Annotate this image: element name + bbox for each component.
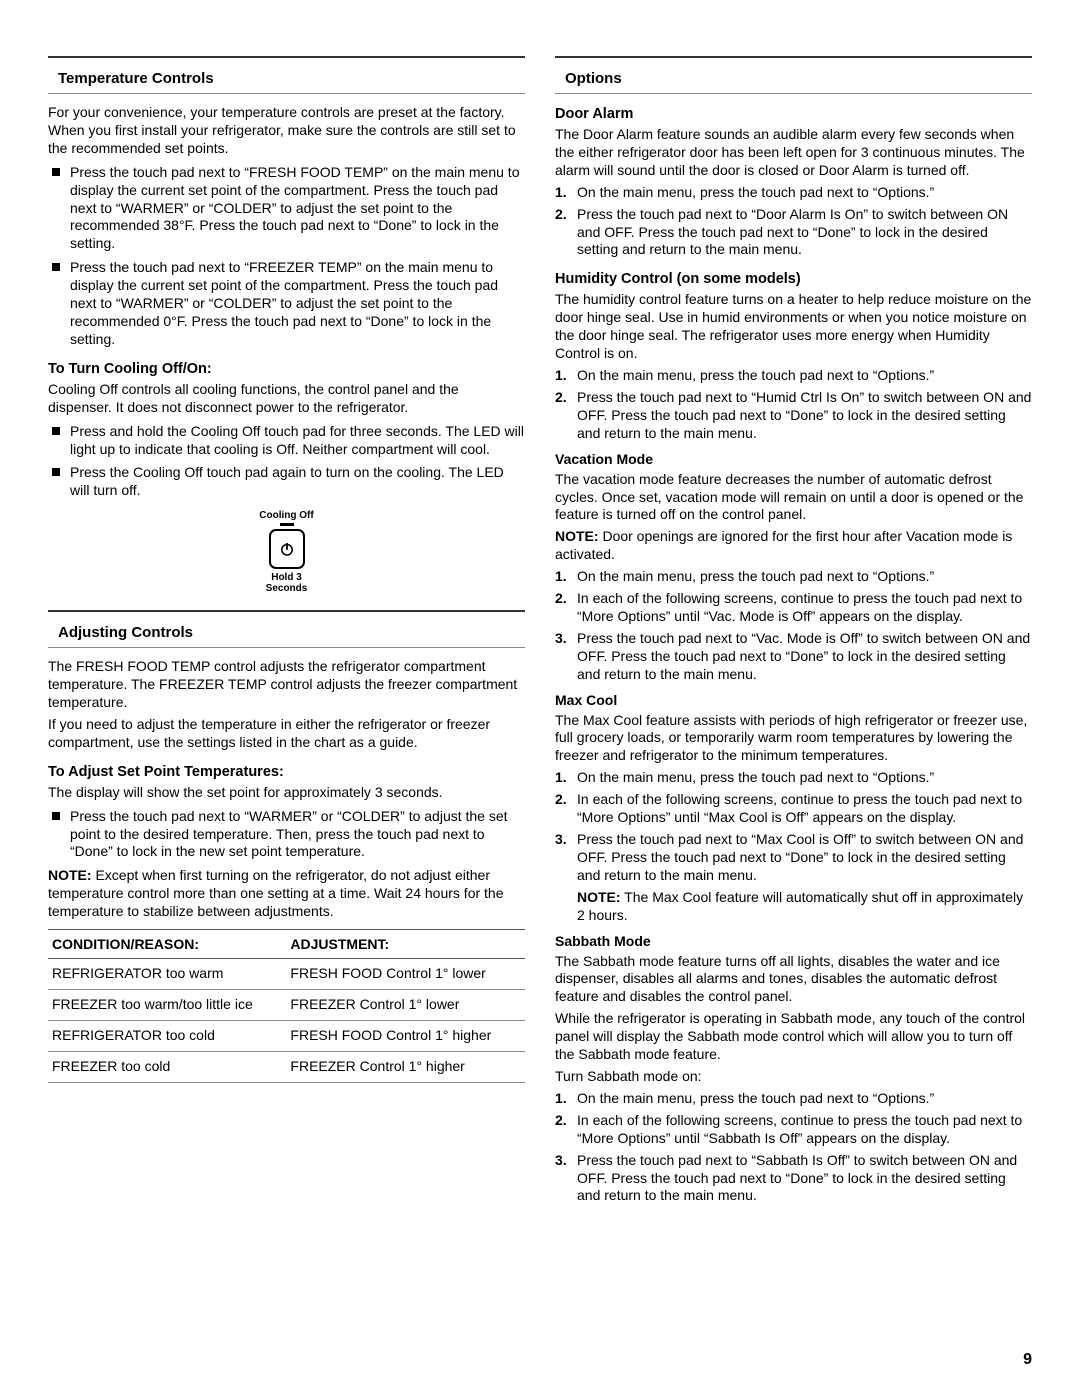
left-column: Temperature Controls For your convenienc…	[48, 50, 525, 1209]
adjusting-p1: The FRESH FOOD TEMP control adjusts the …	[48, 658, 525, 712]
step: Press the touch pad next to “Humid Ctrl …	[555, 389, 1032, 443]
step: In each of the following screens, contin…	[555, 1112, 1032, 1148]
maxcool-p: The Max Cool feature assists with period…	[555, 712, 1032, 766]
table-row: REFRIGERATOR too warmFRESH FOOD Control …	[48, 959, 525, 990]
step: Press the touch pad next to “Vac. Mode i…	[555, 630, 1032, 684]
note-label: NOTE:	[577, 889, 621, 905]
power-icon	[278, 540, 296, 558]
step: On the main menu, press the touch pad ne…	[555, 1090, 1032, 1108]
step: In each of the following screens, contin…	[555, 590, 1032, 626]
heading-setpoint: To Adjust Set Point Temperatures:	[48, 764, 525, 780]
table-row: REFRIGERATOR too coldFRESH FOOD Control …	[48, 1020, 525, 1051]
rule	[48, 56, 525, 58]
cooling-off-figure: Cooling Off Hold 3 Seconds	[48, 510, 525, 594]
step: On the main menu, press the touch pad ne…	[555, 367, 1032, 385]
bullet: Press the touch pad next to “FREEZER TEM…	[48, 259, 525, 349]
humidity-steps: On the main menu, press the touch pad ne…	[555, 367, 1032, 443]
bullet: Press the Cooling Off touch pad again to…	[48, 464, 525, 500]
bullet: Press and hold the Cooling Off touch pad…	[48, 423, 525, 459]
rule	[555, 56, 1032, 58]
step: On the main menu, press the touch pad ne…	[555, 568, 1032, 586]
adjustment-table: CONDITION/REASON: ADJUSTMENT: REFRIGERAT…	[48, 929, 525, 1083]
step: On the main menu, press the touch pad ne…	[555, 769, 1032, 787]
vacation-steps: On the main menu, press the touch pad ne…	[555, 568, 1032, 683]
heading-sabbath: Sabbath Mode	[555, 933, 1032, 949]
maxcool-steps: On the main menu, press the touch pad ne…	[555, 769, 1032, 884]
sabbath-p2: While the refrigerator is operating in S…	[555, 1010, 1032, 1064]
table-header-condition: CONDITION/REASON:	[48, 930, 286, 959]
heading-vacation: Vacation Mode	[555, 451, 1032, 467]
note-text: Door openings are ignored for the first …	[555, 528, 1012, 562]
maxcool-note: NOTE: The Max Cool feature will automati…	[577, 889, 1032, 925]
note-label: NOTE:	[555, 528, 599, 544]
step: Press the touch pad next to “Max Cool is…	[555, 831, 1032, 885]
sabbath-steps: On the main menu, press the touch pad ne…	[555, 1090, 1032, 1205]
bullet: Press the touch pad next to “FRESH FOOD …	[48, 164, 525, 254]
table-header-adjustment: ADJUSTMENT:	[286, 930, 525, 959]
vacation-note: NOTE: Door openings are ignored for the …	[555, 528, 1032, 564]
heading-maxcool: Max Cool	[555, 692, 1032, 708]
step: In each of the following screens, contin…	[555, 791, 1032, 827]
heading-temperature-controls: Temperature Controls	[48, 66, 525, 94]
power-button-icon	[269, 529, 305, 569]
note-text: Except when first turning on the refrige…	[48, 867, 504, 919]
door-alarm-steps: On the main menu, press the touch pad ne…	[555, 184, 1032, 260]
heading-options: Options	[555, 66, 1032, 94]
table-row: FREEZER too warm/too little iceFREEZER C…	[48, 990, 525, 1021]
note-text: The Max Cool feature will automatically …	[577, 889, 1023, 923]
setpoint-p: The display will show the set point for …	[48, 784, 525, 802]
step: On the main menu, press the touch pad ne…	[555, 184, 1032, 202]
humidity-p: The humidity control feature turns on a …	[555, 291, 1032, 363]
heading-humidity: Humidity Control (on some models)	[555, 271, 1032, 287]
temp-bullets: Press the touch pad next to “FRESH FOOD …	[48, 164, 525, 349]
cooling-intro: Cooling Off controls all cooling functio…	[48, 381, 525, 417]
fig-label-bottom1: Hold 3	[48, 572, 525, 583]
bullet: Press the touch pad next to “WARMER” or …	[48, 808, 525, 862]
sabbath-p3: Turn Sabbath mode on:	[555, 1068, 1032, 1086]
adjusting-p2: If you need to adjust the temperature in…	[48, 716, 525, 752]
fig-label-top: Cooling Off	[48, 510, 525, 521]
door-alarm-p: The Door Alarm feature sounds an audible…	[555, 126, 1032, 180]
setpoint-bullets: Press the touch pad next to “WARMER” or …	[48, 808, 525, 862]
rule	[48, 610, 525, 612]
sabbath-p1: The Sabbath mode feature turns off all l…	[555, 953, 1032, 1007]
temp-intro: For your convenience, your temperature c…	[48, 104, 525, 158]
fig-dash	[280, 523, 294, 526]
heading-adjusting-controls: Adjusting Controls	[48, 620, 525, 648]
step: Press the touch pad next to “Sabbath Is …	[555, 1152, 1032, 1206]
right-column: Options Door Alarm The Door Alarm featur…	[555, 50, 1032, 1209]
table-row: FREEZER too coldFREEZER Control 1° highe…	[48, 1051, 525, 1082]
note-label: NOTE:	[48, 867, 92, 883]
heading-cooling-off: To Turn Cooling Off/On:	[48, 361, 525, 377]
heading-door-alarm: Door Alarm	[555, 106, 1032, 122]
vacation-p: The vacation mode feature decreases the …	[555, 471, 1032, 525]
adjusting-note: NOTE: Except when first turning on the r…	[48, 867, 525, 921]
step: Press the touch pad next to “Door Alarm …	[555, 206, 1032, 260]
page-columns: Temperature Controls For your convenienc…	[48, 50, 1032, 1209]
cooling-bullets: Press and hold the Cooling Off touch pad…	[48, 423, 525, 501]
fig-label-bottom2: Seconds	[48, 583, 525, 594]
page-number: 9	[1023, 1351, 1032, 1369]
